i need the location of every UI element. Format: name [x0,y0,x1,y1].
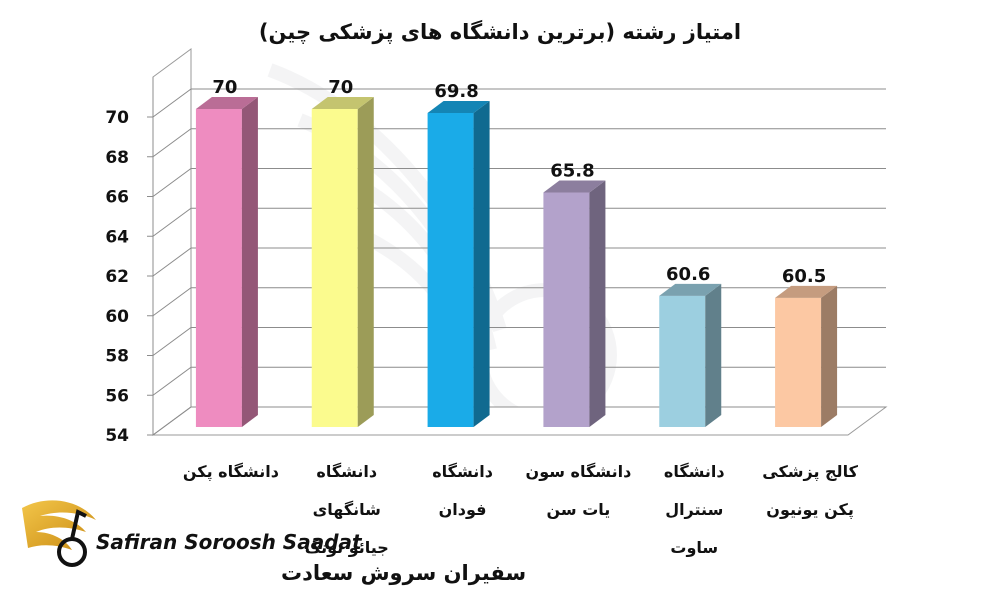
bar-front [195,109,242,427]
brand-logo: Safiran Soroosh Saadat سفیران سروش سعادت [22,500,526,585]
gridline [152,168,886,197]
bar-front [775,297,822,427]
data-label: 70 [328,77,353,98]
golden-wings-icon [22,500,96,567]
bar-side [705,283,722,427]
bars [195,97,838,427]
data-label: 70 [212,77,237,98]
y-tick-label: 62 [105,267,129,287]
left-wall [152,48,192,436]
x-tick-label: کالج پزشکی پکن یونیون [762,462,858,520]
bar-top [311,97,374,109]
chart-title: امتیاز رشته (برترین دانشگاه های پزشکی چی… [259,19,741,44]
bar [311,97,374,427]
brand-latin-name: Safiran Soroosh Saadat [96,530,363,554]
gridline [152,366,886,396]
brand-persian-name: سفیران سروش سعادت [281,561,526,585]
bar-top [195,97,258,109]
bar [659,283,722,427]
bar [775,285,838,427]
bar-front [427,112,474,427]
x-tick-label: دانشگاه پکن [183,462,279,482]
y-tick-label: 58 [105,347,129,367]
y-tick-label: 56 [105,386,129,406]
y-tick-label: 60 [105,307,129,327]
x-tick-label: دانشگاه شانگهای جیائو تونگ [305,462,389,557]
bar-top [427,100,490,113]
gridline [152,287,886,317]
y-axis: 54 56 58 60 62 64 66 68 70 [105,77,154,446]
data-label: 69.8 [434,81,478,102]
bar-front [311,109,358,427]
bar-front [659,295,706,427]
data-labels: 70 70 69.8 65.8 60.6 60.5 [212,77,826,287]
x-tick-label: دانشگاه سون یات سن [526,462,632,519]
gridlines [152,88,886,436]
bar-top [543,180,606,193]
bar-side [357,97,374,427]
gridline [152,128,886,158]
bar-front [543,192,590,427]
bar-side [589,180,606,427]
y-tick-label: 54 [105,426,129,446]
y-tick-label: 64 [105,227,129,247]
data-label: 60.5 [782,266,826,287]
gridline [152,247,886,277]
x-tick-label: دانشگاه سنترال ساوت [664,462,725,557]
x-tick-label: دانشگاه فودان [432,462,493,519]
gridline [152,88,886,118]
bar-side [473,100,490,427]
bar-top [659,283,722,296]
bar-top [775,285,838,298]
gridline [152,406,886,436]
bar [543,180,606,427]
gridline [152,327,886,356]
x-axis: دانشگاه پکن دانشگاه شانگهای جیائو تونگ دانشگ… [183,462,859,557]
y-tick-label: 70 [105,108,129,128]
bar [195,97,258,427]
bar-side [821,285,838,427]
bar [427,100,490,427]
bar-side [241,97,258,427]
y-tick-label: 66 [105,188,129,208]
y-tick-label: 68 [105,148,129,168]
data-label: 60.6 [666,264,710,285]
gridline [152,207,886,237]
data-label: 65.8 [550,160,594,181]
